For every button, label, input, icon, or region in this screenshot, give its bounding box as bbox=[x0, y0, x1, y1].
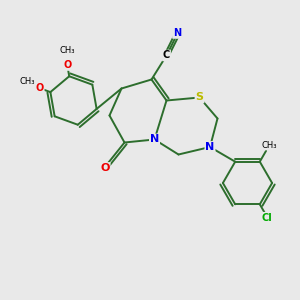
Text: CH₃: CH₃ bbox=[59, 46, 75, 55]
Text: N: N bbox=[150, 134, 159, 145]
Text: CH₃: CH₃ bbox=[19, 77, 35, 86]
Text: O: O bbox=[35, 83, 44, 93]
Text: O: O bbox=[100, 163, 110, 173]
Text: N: N bbox=[173, 28, 181, 38]
Text: O: O bbox=[63, 60, 71, 70]
Text: N: N bbox=[206, 142, 214, 152]
Text: Cl: Cl bbox=[262, 213, 273, 223]
Text: C: C bbox=[163, 50, 170, 61]
Text: S: S bbox=[196, 92, 203, 103]
Text: CH₃: CH₃ bbox=[261, 141, 277, 150]
